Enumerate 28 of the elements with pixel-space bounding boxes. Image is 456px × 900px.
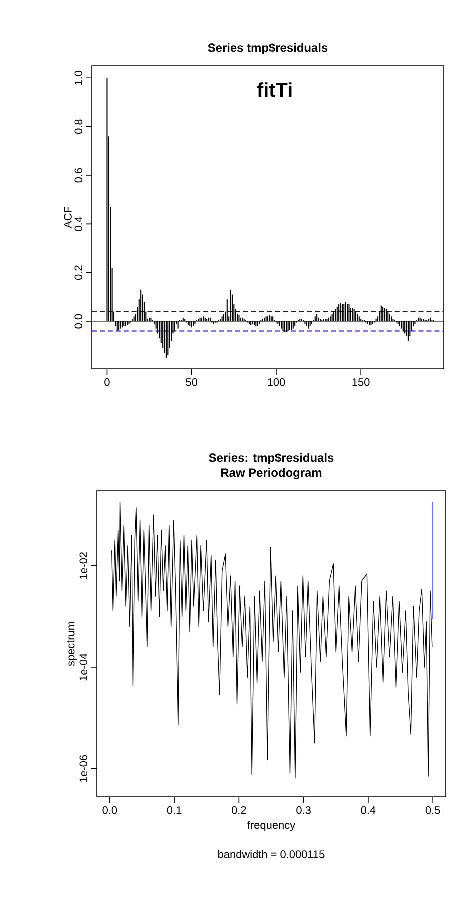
y-tick-label: 0.6 <box>74 168 83 183</box>
chart-title: Series: tmp$residuals <box>209 453 334 465</box>
y-tick-label: 0.4 <box>74 216 83 232</box>
y-tick-label: 0.0 <box>74 314 83 329</box>
chart-title: Series tmp$residuals <box>208 43 328 55</box>
x-tick-label: 0.2 <box>232 806 246 814</box>
x-tick-label: 0.0 <box>102 806 118 814</box>
x-tick-label: 0.5 <box>426 806 440 814</box>
y-tick-label: 1.0 <box>74 70 83 85</box>
line-series <box>112 502 433 778</box>
x-tick-label: 50 <box>186 378 198 386</box>
y-axis-title: ACF <box>64 206 72 228</box>
y-tick-label: 1e-06 <box>80 755 88 782</box>
x-tick-label: 0.3 <box>296 806 311 814</box>
x-tick-label: 0 <box>104 378 110 386</box>
x-tick-label: 150 <box>352 378 370 386</box>
y-tick-label: 0.8 <box>74 120 83 134</box>
y-tick-label: 1e-04 <box>80 654 88 681</box>
chart-subtitle: Raw Periodogram <box>221 468 322 480</box>
annotation: fitTi <box>257 82 292 98</box>
x-axis-title: frequency <box>248 821 296 832</box>
text: bandwidth = 0.000115 <box>218 850 325 858</box>
x-tick-label: 0.1 <box>167 806 182 814</box>
x-tick-label: 100 <box>268 378 286 386</box>
y-axis-title: spectrum <box>68 622 77 666</box>
y-tick-label: 0.2 <box>74 266 83 280</box>
x-tick-label: 0.4 <box>361 806 376 814</box>
y-tick-label: 1e-02 <box>80 552 88 580</box>
